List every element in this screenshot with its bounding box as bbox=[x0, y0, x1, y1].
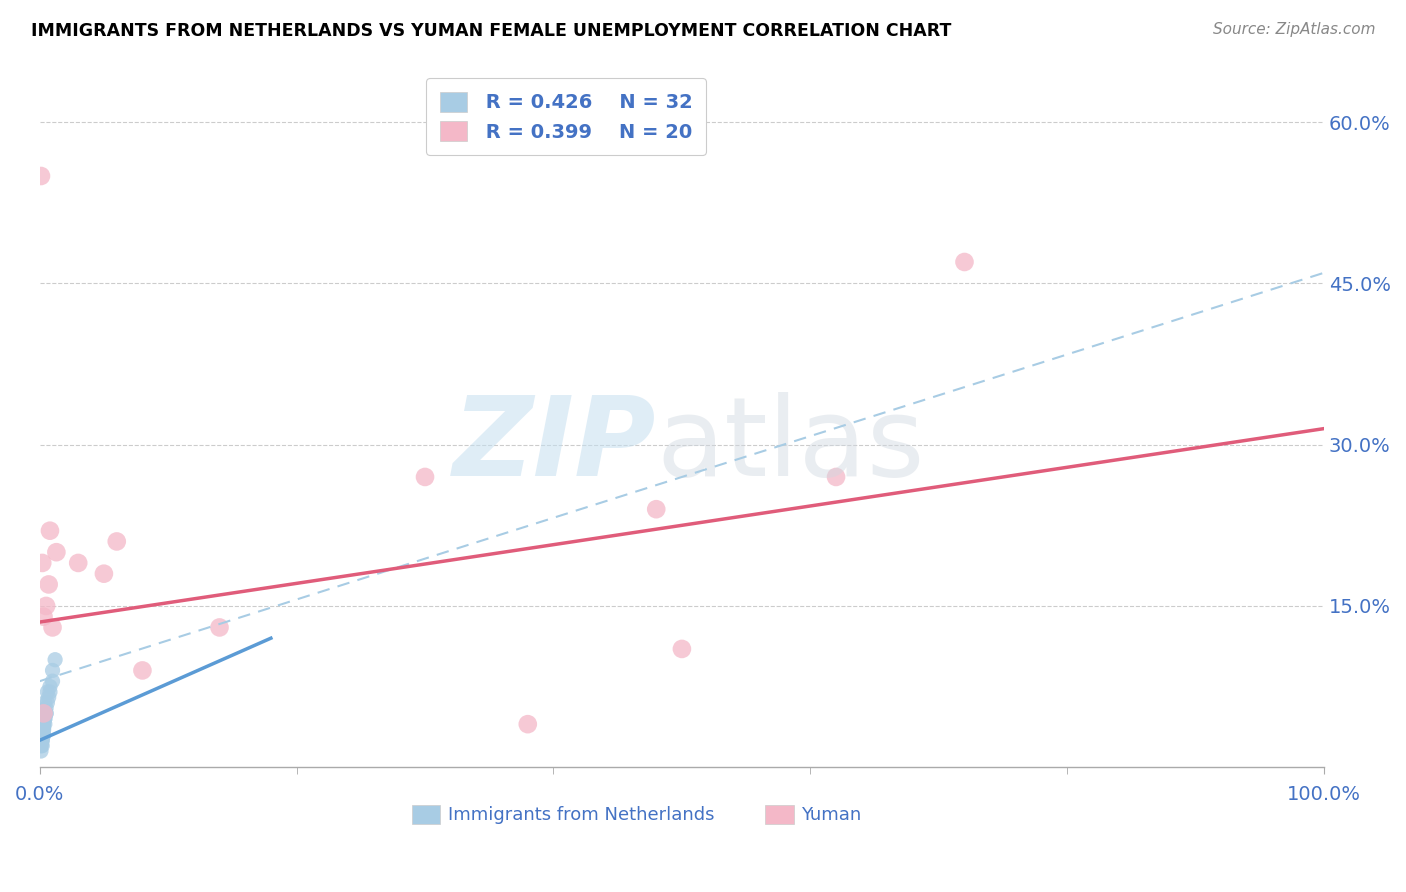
Point bbox=[35, 706, 58, 721]
Text: atlas: atlas bbox=[657, 392, 925, 500]
Point bbox=[39, 685, 62, 699]
Point bbox=[37, 685, 59, 699]
Point bbox=[32, 728, 55, 742]
FancyBboxPatch shape bbox=[765, 805, 793, 824]
Point bbox=[953, 255, 976, 269]
Point bbox=[32, 706, 55, 721]
Point bbox=[34, 696, 56, 710]
Point bbox=[67, 556, 90, 570]
Point bbox=[35, 706, 58, 721]
Text: Source: ZipAtlas.com: Source: ZipAtlas.com bbox=[1212, 22, 1375, 37]
Point bbox=[32, 706, 55, 721]
Point bbox=[32, 609, 55, 624]
Point bbox=[31, 556, 53, 570]
Point bbox=[35, 599, 58, 613]
Point bbox=[825, 470, 848, 484]
Point bbox=[30, 739, 52, 753]
Point bbox=[44, 653, 66, 667]
Point bbox=[41, 664, 63, 678]
Point bbox=[41, 674, 63, 689]
Point bbox=[39, 524, 62, 538]
Text: IMMIGRANTS FROM NETHERLANDS VS YUMAN FEMALE UNEMPLOYMENT CORRELATION CHART: IMMIGRANTS FROM NETHERLANDS VS YUMAN FEM… bbox=[31, 22, 952, 40]
Point bbox=[32, 723, 55, 737]
Point bbox=[30, 728, 52, 742]
Point bbox=[31, 728, 53, 742]
Point bbox=[32, 717, 55, 731]
Point bbox=[516, 717, 538, 731]
Point bbox=[208, 620, 231, 634]
Text: Immigrants from Netherlands: Immigrants from Netherlands bbox=[449, 805, 714, 823]
Point bbox=[32, 728, 55, 742]
Point bbox=[105, 534, 128, 549]
Text: Yuman: Yuman bbox=[801, 805, 862, 823]
Text: ZIP: ZIP bbox=[453, 392, 657, 500]
Legend:  R = 0.426    N = 32,  R = 0.399    N = 20: R = 0.426 N = 32, R = 0.399 N = 20 bbox=[426, 78, 706, 155]
Point bbox=[34, 712, 56, 726]
Point bbox=[30, 744, 52, 758]
Point bbox=[31, 733, 53, 747]
Point bbox=[38, 690, 60, 705]
Point bbox=[413, 470, 436, 484]
Point bbox=[41, 620, 63, 634]
Point bbox=[30, 728, 52, 742]
Point bbox=[31, 733, 53, 747]
Point bbox=[645, 502, 668, 516]
Point bbox=[671, 641, 693, 656]
Point bbox=[30, 169, 52, 183]
Point bbox=[31, 717, 53, 731]
Point bbox=[35, 701, 58, 715]
Point bbox=[131, 664, 153, 678]
Point bbox=[37, 696, 59, 710]
Point bbox=[34, 717, 56, 731]
FancyBboxPatch shape bbox=[412, 805, 440, 824]
Point bbox=[45, 545, 67, 559]
Point bbox=[32, 723, 55, 737]
Point bbox=[38, 577, 60, 591]
Point bbox=[93, 566, 115, 581]
Point bbox=[39, 680, 62, 694]
Point bbox=[32, 717, 55, 731]
Point bbox=[30, 739, 52, 753]
Point bbox=[31, 739, 53, 753]
Point bbox=[34, 712, 56, 726]
